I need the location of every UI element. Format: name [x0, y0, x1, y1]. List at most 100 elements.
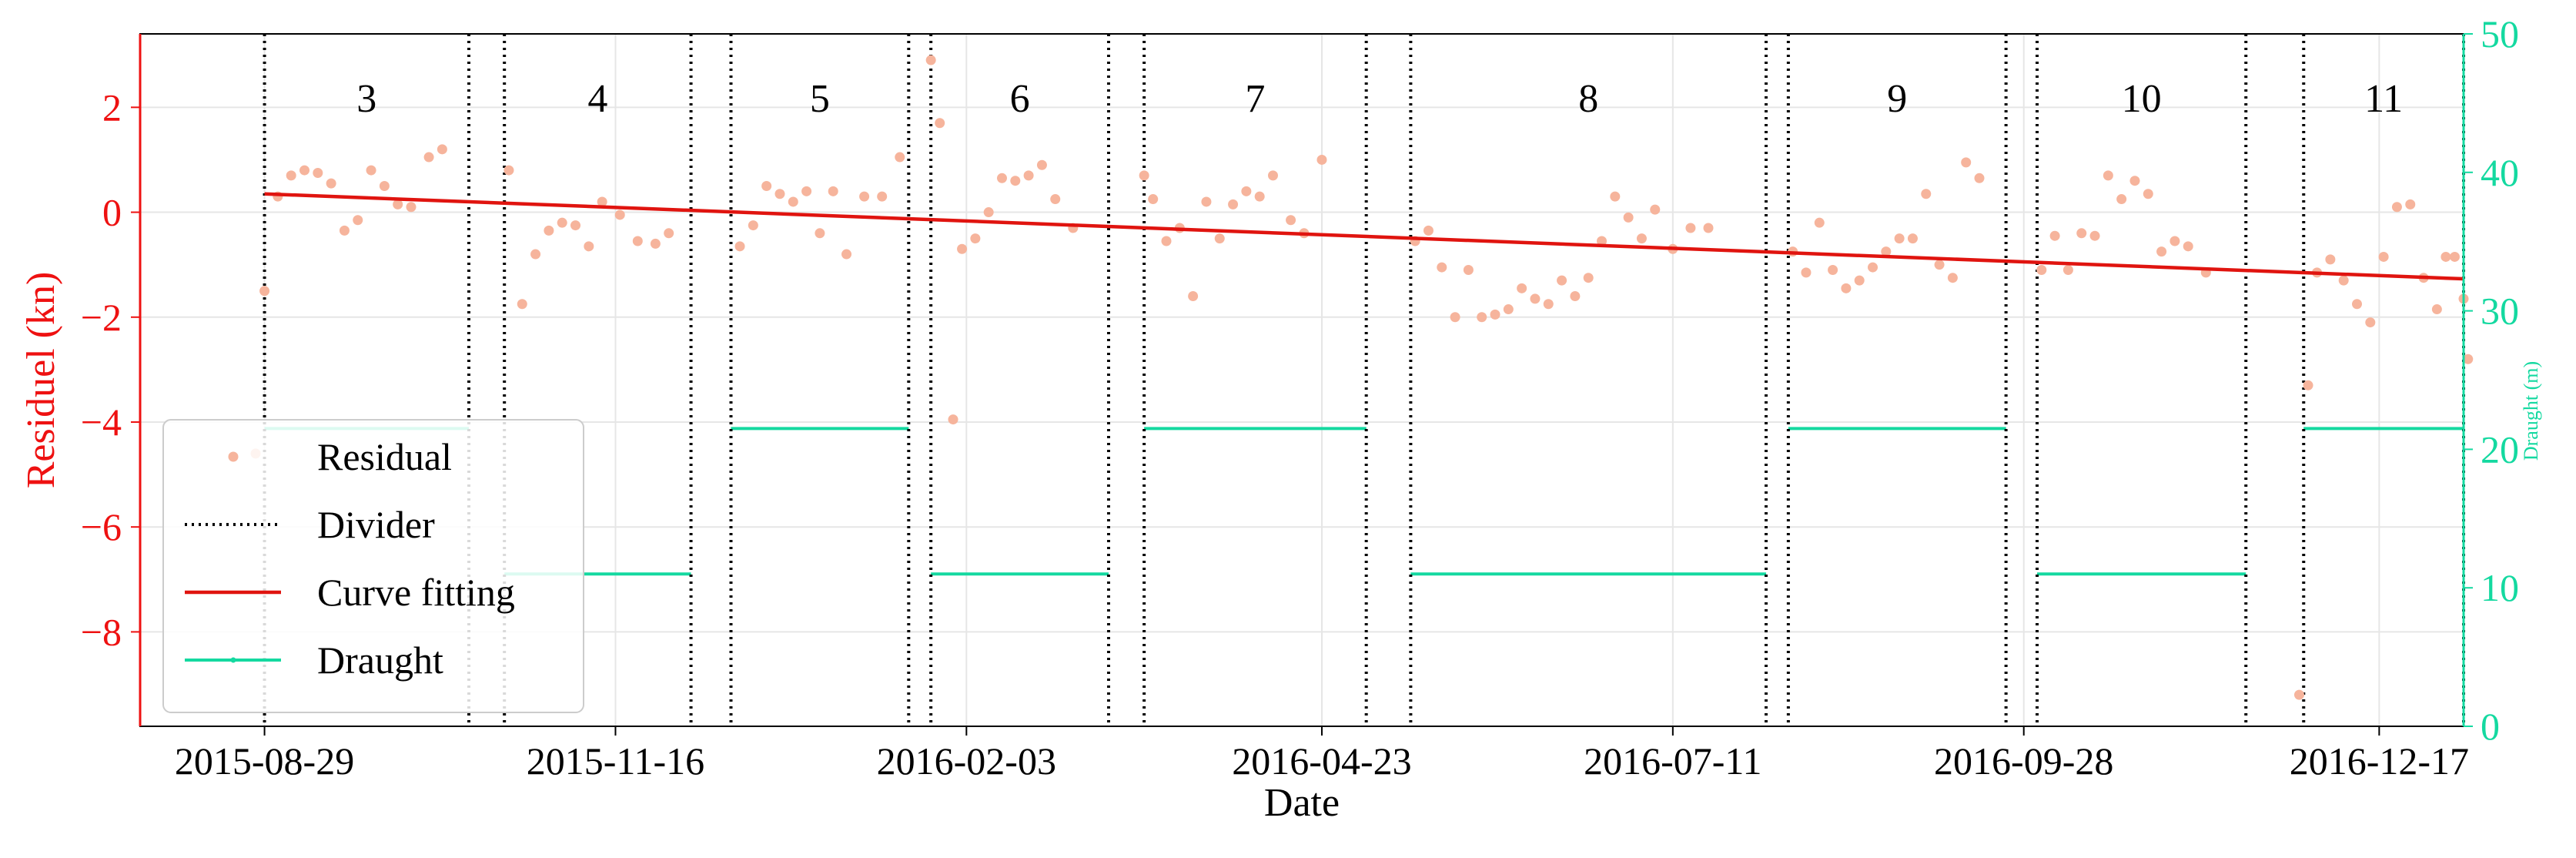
legend-entry: Curve fitting [185, 571, 515, 614]
left-tick-label: −4 [81, 401, 122, 444]
residual-point [2325, 254, 2336, 265]
x-tick-label: 2016-12-17 [2290, 739, 2469, 783]
residual-point [1703, 223, 1714, 233]
residual-point [828, 186, 838, 196]
residual-point [2129, 176, 2140, 186]
legend: Residual Divider Curve fitting Draught [162, 419, 584, 713]
residual-point [1854, 275, 1865, 286]
residual-point [423, 152, 434, 163]
residual-point [788, 196, 798, 207]
residual-point [2431, 304, 2442, 315]
left-tick-label: −2 [81, 296, 122, 339]
residual-point [339, 225, 350, 236]
residual-point [2103, 170, 2113, 181]
residual-point [748, 220, 758, 231]
segment-label: 10 [2122, 77, 2162, 121]
x-tick-label: 2015-08-29 [175, 739, 354, 783]
residual-point [2170, 236, 2180, 246]
residual-point [1139, 170, 1149, 181]
residual-point [859, 191, 870, 202]
residual-point [1530, 293, 1541, 304]
left-axis-ticks: 2 0 −2 −4 −6 −8 [81, 85, 140, 653]
residual-point [1543, 299, 1554, 310]
right-tick-label: 0 [2481, 705, 2500, 748]
residual-point [1023, 170, 1034, 181]
legend-label: Divider [317, 503, 435, 546]
residual-point [650, 238, 661, 249]
segment-label: 5 [810, 77, 830, 121]
right-tick-label: 10 [2481, 566, 2519, 609]
segment-label: 3 [356, 77, 376, 121]
residual-point [2116, 194, 2127, 205]
residual-point [299, 165, 310, 176]
residual-point [970, 233, 981, 244]
residual-point [2062, 264, 2073, 275]
residual-point [1894, 233, 1905, 244]
legend-entry: Draught [185, 638, 443, 682]
residual-point [1228, 199, 1239, 209]
residual-point [2463, 354, 2474, 364]
residual-point [1490, 309, 1500, 320]
residual-point [2449, 251, 2460, 262]
segment-label: 9 [1887, 77, 1907, 121]
residual-point [2391, 202, 2402, 213]
residual-point [2089, 230, 2100, 241]
residual-point [353, 215, 363, 226]
residual-point [1557, 275, 1567, 286]
residual-point [1241, 186, 1252, 196]
residual-point [614, 209, 625, 220]
residual-point [632, 236, 643, 246]
residual-point [1463, 264, 1474, 275]
x-tick-label: 2016-04-23 [1232, 739, 1411, 783]
residual-point [925, 55, 936, 65]
residual-point [584, 241, 594, 252]
residual-point [393, 199, 403, 209]
residual-point [1010, 176, 1021, 186]
residual-point [313, 167, 323, 178]
draught-series [264, 427, 2464, 576]
segment-label: 6 [1010, 77, 1030, 121]
segment-label: 11 [2364, 77, 2403, 121]
residual-point [2156, 246, 2167, 257]
residual-point [1214, 233, 1225, 244]
residual-point [761, 181, 772, 192]
x-tick-label: 2016-02-03 [877, 739, 1056, 783]
left-tick-label: 0 [102, 191, 122, 234]
residual-point [664, 228, 674, 239]
right-axis-label: Draught (m) [2520, 361, 2542, 461]
residual-point [2143, 189, 2153, 199]
residual-point [544, 225, 554, 236]
residual-point [1685, 223, 1696, 233]
residual-point [935, 118, 945, 129]
x-axis-ticks: 2015-08-29 2015-11-16 2016-02-03 2016-04-23… [175, 726, 2469, 783]
legend-draught-dot [230, 657, 236, 663]
left-tick-label: −8 [81, 610, 122, 653]
residual-point [286, 170, 296, 181]
residual-point [877, 191, 888, 202]
residual-point [1934, 260, 1945, 270]
residual-point [1201, 196, 1212, 207]
legend-box [162, 419, 584, 713]
residual-point [2076, 228, 2087, 239]
residual-point [1828, 264, 1838, 275]
residual-point [1286, 215, 1296, 226]
residual-point [1868, 262, 1878, 273]
right-tick-label: 20 [2481, 427, 2519, 471]
residual-point [557, 217, 567, 228]
residual-point [1961, 157, 1972, 168]
residual-point [1450, 312, 1460, 323]
residual-point [1610, 191, 1621, 202]
residual-point [1814, 217, 1825, 228]
residual-point [2303, 380, 2313, 390]
legend-residual-marker [228, 451, 239, 462]
residual-point [1517, 283, 1527, 293]
residual-point [503, 165, 514, 176]
residual-point [1423, 225, 1434, 236]
left-axis-label: Residuel (kn) [19, 272, 63, 489]
x-tick-label: 2015-11-16 [527, 739, 704, 783]
residual-point [2365, 317, 2376, 328]
residual-point [1316, 154, 1327, 165]
residual-point [983, 207, 994, 218]
x-tick-label: 2016-07-11 [1584, 739, 1761, 783]
